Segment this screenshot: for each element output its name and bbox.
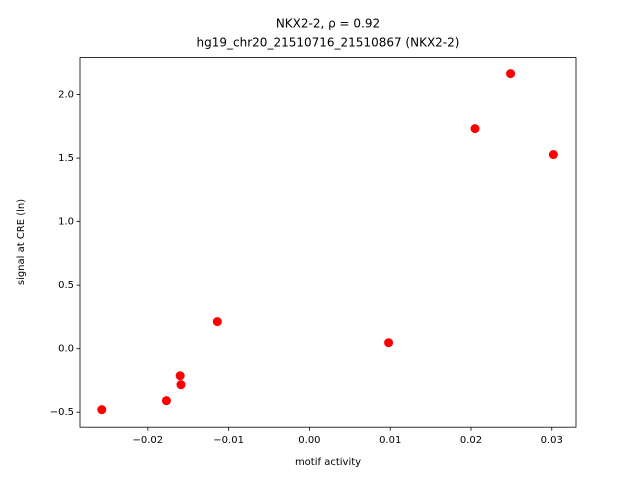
x-tick-label: 0.00	[298, 435, 320, 446]
point	[175, 371, 185, 381]
x-tick-label: 0.02	[460, 435, 482, 446]
y-tick-label: 1.5	[58, 153, 74, 164]
point	[548, 150, 558, 160]
y-tick-label: 0.5	[58, 280, 74, 291]
x-tick-label: −0.01	[213, 435, 244, 446]
x-tick-label: 0.03	[541, 435, 563, 446]
axes-frame	[79, 57, 577, 428]
y-axis-label: signal at CRE (ln)	[16, 199, 27, 285]
point	[161, 396, 171, 406]
point	[384, 338, 394, 348]
y-tick-label: 2.0	[58, 90, 74, 101]
y-tick-label: 0.0	[58, 344, 74, 355]
x-axis-label: motif activity	[295, 457, 361, 468]
x-tick-label: 0.01	[379, 435, 401, 446]
point	[212, 317, 222, 327]
chart-title: NKX2-2, ρ = 0.92	[276, 17, 380, 31]
point	[470, 124, 480, 134]
point	[506, 69, 516, 79]
chart-subtitle: hg19_chr20_21510716_21510867 (NKX2-2)	[197, 36, 460, 50]
point	[97, 405, 107, 415]
y-tick-label: 1.0	[58, 217, 74, 228]
y-tick-label: −0.5	[50, 407, 74, 418]
x-tick-label: −0.02	[133, 435, 164, 446]
point	[176, 380, 186, 390]
